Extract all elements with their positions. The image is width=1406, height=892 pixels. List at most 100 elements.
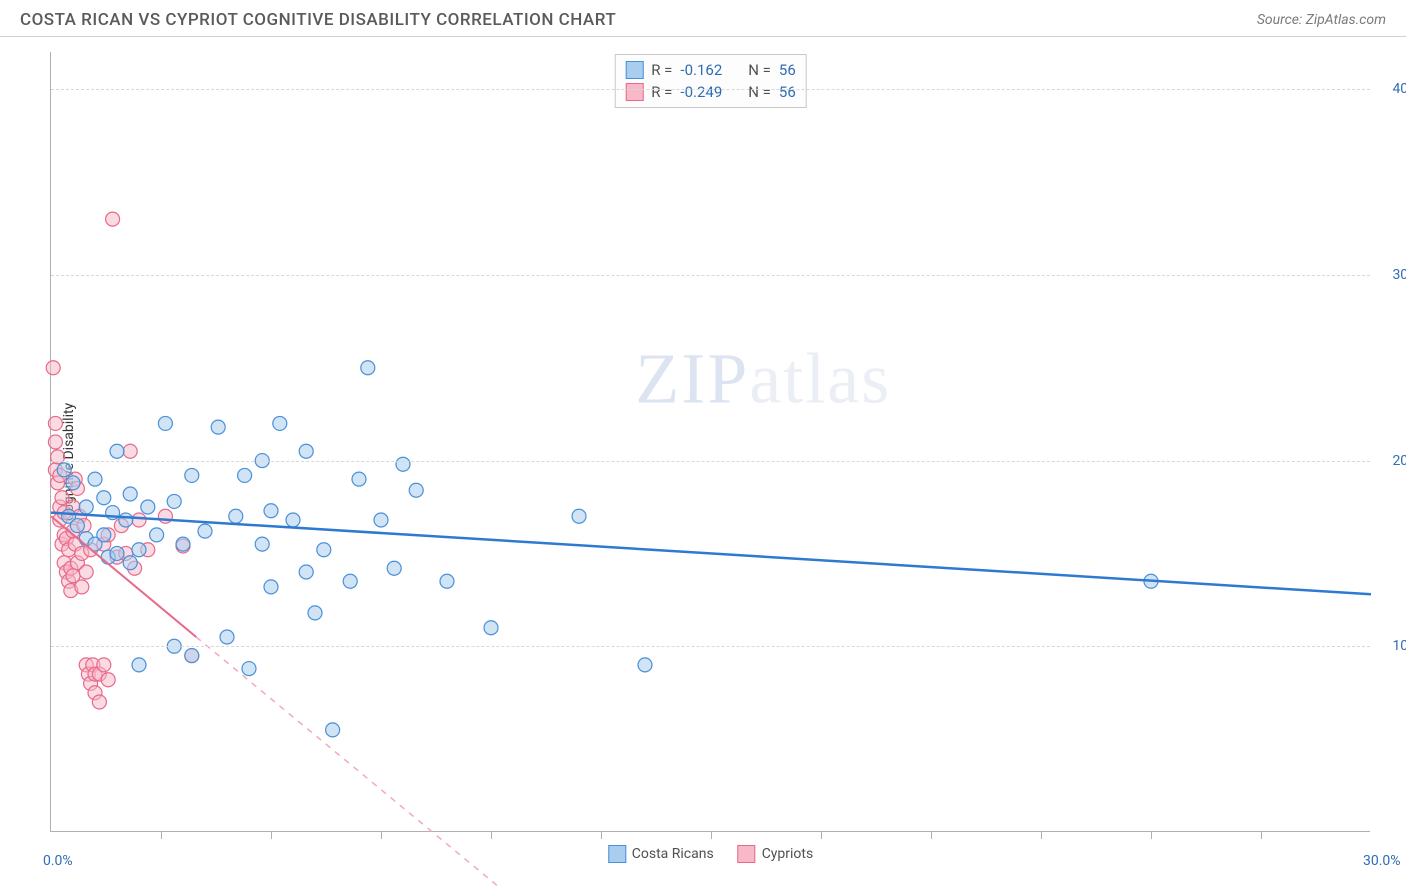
scatter-point [132, 658, 146, 672]
scatter-point [119, 513, 133, 527]
scatter-point [123, 487, 137, 501]
scatter-point [317, 543, 331, 557]
scatter-point [242, 662, 256, 676]
scatter-point [638, 658, 652, 672]
legend-n-value-1: 56 [779, 61, 796, 79]
y-tick-label: 10.0% [1392, 638, 1406, 654]
scatter-point [132, 513, 146, 527]
legend-row-1: R = -0.162 N = 56 [625, 59, 796, 81]
scatter-point [123, 556, 137, 570]
legend-n-value-2: 56 [779, 83, 796, 101]
scatter-point [48, 435, 62, 449]
scatter-point [198, 524, 212, 538]
scatter-point [57, 463, 71, 477]
scatter-point [70, 519, 84, 533]
scatter-point [75, 580, 89, 594]
y-tick-label: 40.0% [1392, 81, 1406, 97]
scatter-point [374, 513, 388, 527]
scatter-point [273, 416, 287, 430]
scatter-point [92, 695, 106, 709]
scatter-point [132, 543, 146, 557]
legend-r-label-1: R = [651, 61, 672, 79]
scatter-point [220, 630, 234, 644]
x-tick [381, 831, 382, 839]
scatter-point [238, 468, 252, 482]
gridline [51, 461, 1370, 462]
legend-n-label-1: N = [748, 61, 771, 79]
x-tick [601, 831, 602, 839]
scatter-point [286, 513, 300, 527]
x-tick [1151, 831, 1152, 839]
legend-top: R = -0.162 N = 56 R = -0.249 N = 56 [614, 54, 807, 108]
legend-bottom-label-2: Cypriots [762, 846, 814, 862]
scatter-point [185, 468, 199, 482]
scatter-point [66, 476, 80, 490]
legend-bottom-swatch-2 [738, 845, 756, 863]
scatter-point [97, 491, 111, 505]
scatter-point [299, 444, 313, 458]
scatter-point [352, 472, 366, 486]
legend-r-label-2: R = [651, 83, 672, 101]
scatter-point [185, 649, 199, 663]
scatter-point [255, 537, 269, 551]
legend-bottom-label-1: Costa Ricans [632, 846, 714, 862]
header-bar: COSTA RICAN VS CYPRIOT COGNITIVE DISABIL… [0, 0, 1406, 37]
x-tick [931, 831, 932, 839]
scatter-point [51, 450, 65, 464]
legend-swatch-costa-ricans [625, 61, 643, 79]
gridline [51, 89, 1370, 90]
legend-swatch-cypriots [625, 83, 643, 101]
scatter-point [167, 494, 181, 508]
y-tick-label: 20.0% [1392, 453, 1406, 469]
scatter-point [110, 444, 124, 458]
scatter-point [97, 658, 111, 672]
trend-line [51, 513, 1371, 595]
scatter-point [97, 528, 111, 542]
x-tick [1261, 831, 1262, 839]
scatter-point [484, 621, 498, 635]
gridline [51, 646, 1370, 647]
legend-n-label-2: N = [748, 83, 771, 101]
scatter-point [88, 472, 102, 486]
trend-line [196, 637, 500, 888]
gridline [51, 275, 1370, 276]
scatter-point [264, 580, 278, 594]
chart-container: Cognitive Disability ZIPatlas R = -0.162… [0, 37, 1406, 887]
legend-bottom-cypriots: Cypriots [738, 845, 814, 863]
source-label: Source: ZipAtlas.com [1257, 12, 1386, 28]
scatter-point [48, 416, 62, 430]
scatter-point [440, 574, 454, 588]
scatter-point [158, 416, 172, 430]
legend-bottom-swatch-1 [608, 845, 626, 863]
legend-row-2: R = -0.249 N = 56 [625, 81, 796, 103]
scatter-point [150, 528, 164, 542]
scatter-point [308, 606, 322, 620]
scatter-point [79, 500, 93, 514]
x-tick-label: 0.0% [43, 853, 73, 869]
scatter-point [387, 561, 401, 575]
scatter-point [264, 504, 278, 518]
scatter-point [326, 723, 340, 737]
legend-bottom: Costa Ricans Cypriots [608, 845, 813, 863]
legend-bottom-costa-ricans: Costa Ricans [608, 845, 714, 863]
scatter-point [299, 565, 313, 579]
scatter-point [141, 500, 155, 514]
scatter-point [46, 361, 60, 375]
scatter-point [229, 509, 243, 523]
x-tick [821, 831, 822, 839]
scatter-point [572, 509, 586, 523]
scatter-point [361, 361, 375, 375]
x-tick [161, 831, 162, 839]
x-tick-label: 30.0% [1363, 853, 1401, 869]
scatter-point [176, 537, 190, 551]
scatter-point [409, 483, 423, 497]
legend-r-value-1: -0.162 [680, 61, 722, 79]
scatter-point [396, 457, 410, 471]
legend-r-value-2: -0.249 [680, 83, 722, 101]
scatter-point [110, 546, 124, 560]
x-tick [271, 831, 272, 839]
scatter-point [123, 444, 137, 458]
x-tick [491, 831, 492, 839]
x-tick [1041, 831, 1042, 839]
chart-title: COSTA RICAN VS CYPRIOT COGNITIVE DISABIL… [20, 10, 616, 30]
